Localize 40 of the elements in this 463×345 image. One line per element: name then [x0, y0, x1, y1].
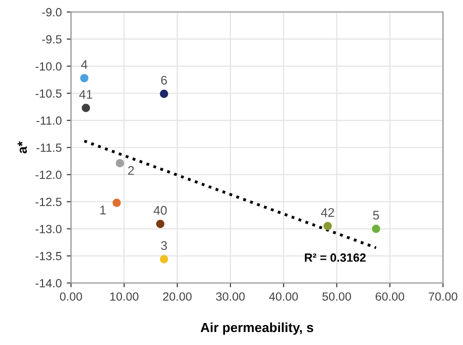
- point: [80, 74, 88, 82]
- y-axis-title: a*: [18, 141, 27, 154]
- y-tick-label: -11.0: [36, 116, 62, 125]
- annotation: R² = 0.3162: [304, 253, 366, 262]
- point: [112, 198, 121, 207]
- series-label: 6: [161, 76, 167, 85]
- point: [324, 222, 332, 230]
- y-tick-label: -10.0: [36, 62, 62, 71]
- x-axis-title: Air permeability, s: [200, 322, 314, 335]
- series-label: 2: [128, 166, 134, 175]
- y-tick-label: -9.5: [42, 35, 62, 44]
- series-label: 40: [154, 206, 167, 215]
- y-tick-label: -13.0: [36, 224, 62, 234]
- x-tick-label: 20.00: [163, 292, 192, 301]
- point: [372, 224, 380, 233]
- x-tick-label: 10.00: [110, 292, 138, 301]
- x-tick-label: 40.00: [269, 292, 298, 301]
- x-tick-label: 30.00: [216, 292, 245, 301]
- series-label: 42: [321, 208, 334, 217]
- y-tick-label: -12.5: [36, 198, 62, 206]
- y-tick-label: -14.0: [36, 279, 62, 288]
- series-label: 3: [161, 241, 167, 250]
- y-tick-label: -11.5: [36, 144, 62, 152]
- series-label: 41: [79, 90, 92, 99]
- x-tick-label: 50.00: [322, 292, 352, 301]
- point: [160, 90, 168, 98]
- y-tick-label: -13.5: [36, 252, 62, 260]
- point: [82, 104, 90, 112]
- x-tick-label: 0.00: [60, 292, 82, 301]
- y-tick-label: -9.0: [42, 8, 62, 16]
- y-tick-label: -12.0: [36, 170, 62, 179]
- x-tick-label: 70.00: [428, 292, 458, 301]
- x-tick-label: 60.00: [376, 292, 404, 301]
- y-tick-label: -10.5: [36, 89, 62, 98]
- point: [160, 254, 168, 264]
- series-label: 5: [373, 210, 379, 220]
- series-label: 4: [81, 60, 88, 69]
- series-label: 1: [100, 206, 106, 214]
- point: [156, 220, 164, 228]
- point: [116, 159, 124, 168]
